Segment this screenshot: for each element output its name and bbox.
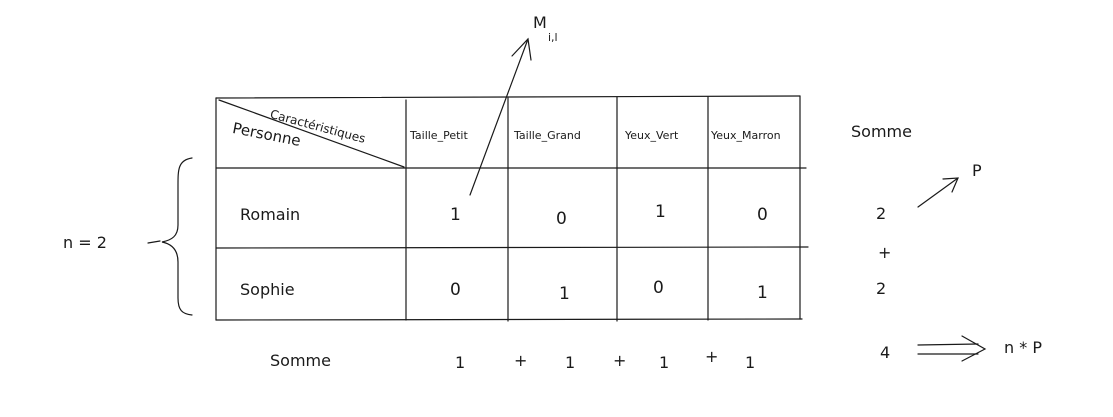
p-arrow-line [917,177,959,208]
column-header-yeux-marron: Yeux_Marron [711,129,781,142]
table-top-border [215,95,801,99]
bottom-sum-plus: + [514,351,528,370]
bottom-sum-item: 1 [745,353,756,372]
bottom-sum-plus: + [705,347,719,366]
n-brace [161,157,193,316]
bottom-sum-label: Somme [270,351,331,370]
cell-romain-yeux-marron: 0 [757,205,768,225]
n-brace-tick [147,240,161,244]
bottom-sum-item: 1 [565,353,576,372]
m-subscript: i,l [548,31,558,44]
p-label: P [972,161,982,180]
m-label: M [533,13,547,32]
column-header-yeux-vert: Yeux_Vert [625,129,679,142]
table-bottom-border [215,318,803,321]
total-arrow-head [961,335,987,362]
total-formula: n * P [1004,338,1042,357]
cell-romain-taille-grand: 0 [556,209,567,229]
m-arrow-line [469,38,529,196]
cell-romain-taille-petit: 1 [450,205,461,225]
cell-sophie-taille-grand: 1 [559,284,570,304]
bottom-sum-plus: + [613,351,627,370]
row-label-sophie: Sophie [240,280,295,299]
m-arrow-head [511,37,532,61]
row-sum-sophie: 2 [876,279,887,298]
n-label: n = 2 [63,233,107,252]
cell-sophie-yeux-marron: 1 [757,283,768,303]
row-sum-romain: 2 [876,204,887,223]
column-header-taille-petit: Taille_Petit [410,129,468,142]
grand-total: 4 [880,343,891,362]
corner-diagonal [218,99,405,168]
total-arrow-line [917,343,979,346]
row-label-romain: Romain [240,205,301,224]
bottom-sum-item: 1 [455,353,466,372]
cell-sophie-taille-petit: 0 [450,280,461,300]
p-arrow-head [942,177,959,193]
cell-romain-yeux-vert: 1 [655,202,666,222]
cell-sophie-yeux-vert: 0 [653,278,664,298]
bottom-sum-item: 1 [659,353,670,372]
column-header-taille-grand: Taille_Grand [514,129,581,142]
row-sum-plus: + [878,243,892,262]
sum-column-header: Somme [851,122,912,141]
row-separator [215,246,809,249]
